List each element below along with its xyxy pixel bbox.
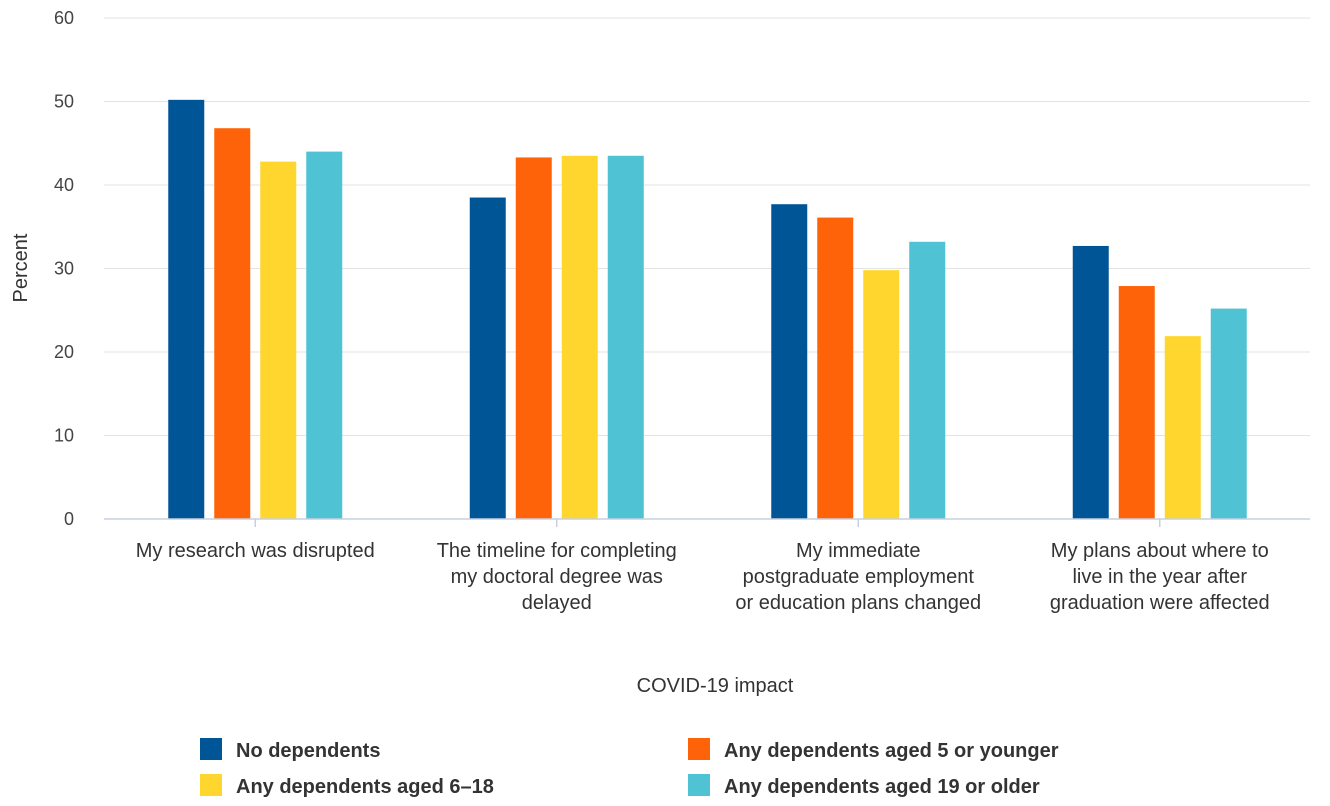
category-label-line: My immediate	[796, 540, 920, 562]
legend-label: Any dependents aged 19 or older	[724, 776, 1040, 798]
legend-swatch	[688, 738, 710, 760]
category-label-line: delayed	[522, 592, 592, 614]
bar	[817, 217, 854, 519]
y-tick-label: 30	[54, 259, 74, 279]
y-tick-label: 60	[54, 8, 74, 28]
bar	[863, 270, 900, 519]
category-label-line: live in the year after	[1072, 566, 1247, 588]
bar	[1072, 245, 1109, 519]
bars	[168, 99, 1247, 519]
legend-label: Any dependents aged 6–18	[236, 776, 494, 798]
y-tick-label: 20	[54, 342, 74, 362]
category-label-line: The timeline for completing	[437, 540, 677, 562]
bar	[1164, 336, 1201, 519]
category-label-line: My plans about where to	[1051, 540, 1269, 562]
bar	[1118, 286, 1155, 519]
legend-swatch	[688, 774, 710, 796]
bar	[306, 151, 343, 519]
category-label-line: or education plans changed	[735, 592, 981, 614]
category-label: My plans about where to live in the year …	[1050, 540, 1270, 614]
category-label-line: graduation were affected	[1050, 592, 1270, 614]
y-tick-label: 40	[54, 175, 74, 195]
x-axis	[104, 518, 1310, 527]
category-label: My research was disrupted	[136, 540, 375, 562]
y-axis-title: Percent	[10, 233, 32, 302]
grid-lines	[104, 17, 1310, 436]
legend-swatch	[200, 738, 222, 760]
bar	[909, 241, 946, 519]
bar	[260, 161, 297, 519]
legend: No dependents Any dependents aged 5 or yo…	[200, 738, 1059, 798]
bar	[607, 155, 644, 519]
y-axis-ticks: 0 10 20 30 40 50 60	[54, 8, 74, 529]
bar	[515, 157, 552, 519]
bar	[168, 99, 205, 519]
bar	[214, 128, 251, 519]
category-label-line: postgraduate employment	[743, 566, 975, 588]
legend-label: Any dependents aged 5 or younger	[724, 740, 1059, 762]
legend-swatch	[200, 774, 222, 796]
y-tick-label: 0	[64, 509, 74, 529]
bar	[561, 155, 598, 519]
y-tick-label: 50	[54, 92, 74, 112]
legend-label: No dependents	[236, 740, 380, 762]
bar	[469, 197, 506, 519]
x-axis-title: COVID-19 impact	[637, 675, 794, 697]
category-labels: My research was disrupted The timeline fo…	[136, 540, 1270, 614]
y-tick-label: 10	[54, 426, 74, 446]
category-label-line: my doctoral degree was	[451, 566, 663, 588]
bar	[771, 204, 808, 519]
category-label: My immediate postgraduate employment or ed…	[735, 540, 981, 614]
bar	[1210, 308, 1247, 519]
category-label: The timeline for completing my doctoral d…	[437, 540, 677, 614]
category-label-line: My research was disrupted	[136, 540, 375, 562]
